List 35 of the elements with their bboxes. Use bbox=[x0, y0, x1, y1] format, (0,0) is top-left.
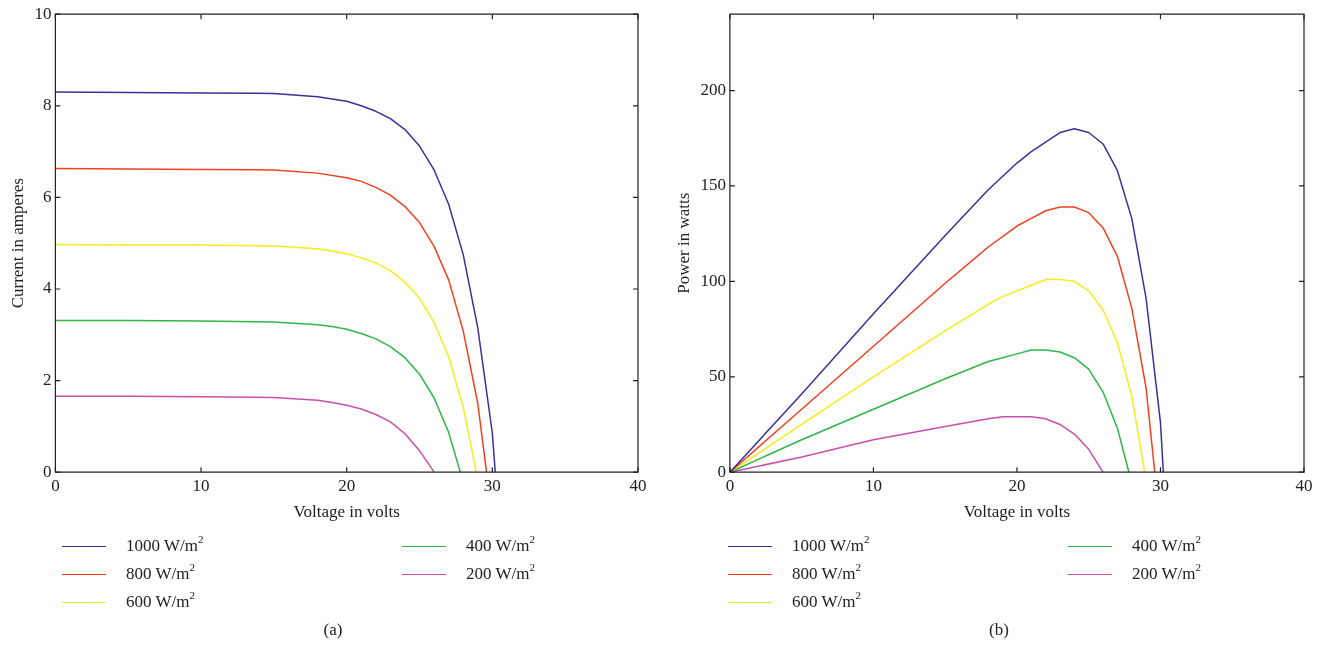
y-tick-label: 0 bbox=[42, 461, 52, 481]
x-axis-title: Voltage in volts bbox=[293, 502, 400, 522]
y-axis-title: Power in watts bbox=[673, 192, 693, 294]
x-tick-label: 40 bbox=[1295, 475, 1313, 495]
x-tick-label: 30 bbox=[483, 475, 501, 495]
legend-label: 1000 W/m$^{2}$ bbox=[792, 533, 870, 556]
legend-label: 400 W/m$^{2}$ bbox=[1132, 533, 1201, 556]
legend-label: 800 W/m$^{2}$ bbox=[126, 561, 195, 584]
x-tick-label: 10 bbox=[192, 475, 210, 495]
legend-label: 600 W/m$^{2}$ bbox=[792, 589, 861, 612]
y-tick-label: 150 bbox=[700, 175, 726, 195]
legend-label: 1000 W/m$^{2}$ bbox=[126, 533, 204, 556]
x-tick-label: 30 bbox=[1151, 475, 1169, 495]
y-tick-label: 8 bbox=[42, 95, 52, 115]
y-tick-label: 4 bbox=[42, 278, 52, 298]
y-tick-label: 100 bbox=[700, 270, 726, 290]
y-tick-label: 2 bbox=[42, 370, 52, 390]
legend-label: 200 W/m$^{2}$ bbox=[466, 561, 535, 584]
x-tick-label: 40 bbox=[629, 475, 647, 495]
y-tick-label: 0 bbox=[717, 461, 726, 481]
legend-label: 800 W/m$^{2}$ bbox=[792, 561, 861, 584]
text: (b) bbox=[988, 620, 1010, 640]
y-tick-label: 6 bbox=[42, 186, 52, 206]
y-tick-label: 200 bbox=[700, 80, 726, 99]
y-axis-title: Current in amperes bbox=[7, 178, 27, 309]
x-tick-label: 10 bbox=[864, 475, 882, 495]
legend-label: 400 W/m$^{2}$ bbox=[466, 533, 535, 556]
x-tick-label: 20 bbox=[1008, 475, 1026, 495]
legend-label: 600 W/m$^{2}$ bbox=[126, 589, 195, 612]
y-tick-label: 50 bbox=[708, 366, 726, 386]
y-tick-label: 10 bbox=[34, 3, 52, 23]
text: (a) bbox=[322, 620, 344, 640]
x-axis-title: Voltage in volts bbox=[963, 502, 1071, 522]
x-tick-label: 20 bbox=[338, 475, 356, 495]
legend-label: 200 W/m$^{2}$ bbox=[1132, 561, 1201, 584]
